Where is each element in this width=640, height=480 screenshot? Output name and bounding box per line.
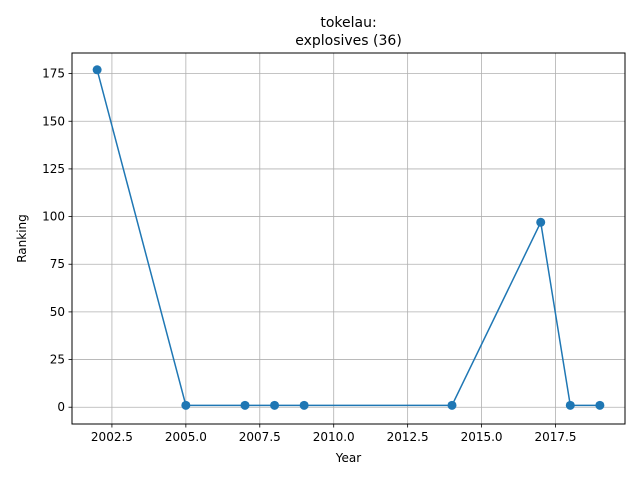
data-point: [92, 65, 102, 75]
chart-title-line-1: tokelau:: [320, 15, 376, 31]
y-tick-label: 0: [57, 400, 65, 414]
y-tick-label: 25: [50, 353, 65, 367]
x-tick-label: 2010.0: [313, 430, 355, 444]
x-axis-ticks: 2002.5 2005.0 2007.5 2010.0 2012.5 2015.0 2017…: [91, 424, 577, 444]
y-tick-label: 150: [42, 114, 65, 128]
y-tick-label: 75: [50, 257, 65, 271]
data-point: [447, 400, 457, 410]
grid-lines: [72, 53, 625, 424]
x-tick-label: 2005.0: [165, 430, 207, 444]
x-tick-label: 2015.0: [461, 430, 503, 444]
data-point: [595, 400, 605, 410]
data-series: [92, 65, 605, 410]
x-tick-label: 2017.5: [535, 430, 577, 444]
y-axis-label: Ranking: [15, 214, 29, 263]
data-point: [565, 400, 575, 410]
chart-title-line-2: explosives (36): [295, 33, 402, 49]
data-point: [299, 400, 309, 410]
data-point: [270, 400, 280, 410]
x-tick-label: 2002.5: [91, 430, 133, 444]
data-point: [240, 400, 250, 410]
y-tick-label: 100: [42, 210, 65, 224]
y-tick-label: 175: [42, 67, 65, 81]
data-point: [181, 400, 191, 410]
y-tick-label: 125: [42, 162, 65, 176]
x-axis-label: Year: [335, 451, 361, 465]
data-point: [536, 217, 546, 227]
plot-frame: [71, 52, 626, 425]
x-tick-label: 2007.5: [239, 430, 281, 444]
y-tick-label: 50: [50, 305, 65, 319]
y-axis-ticks: 0 25 50 75 100 125 150 175: [42, 67, 72, 414]
x-tick-label: 2012.5: [387, 430, 429, 444]
